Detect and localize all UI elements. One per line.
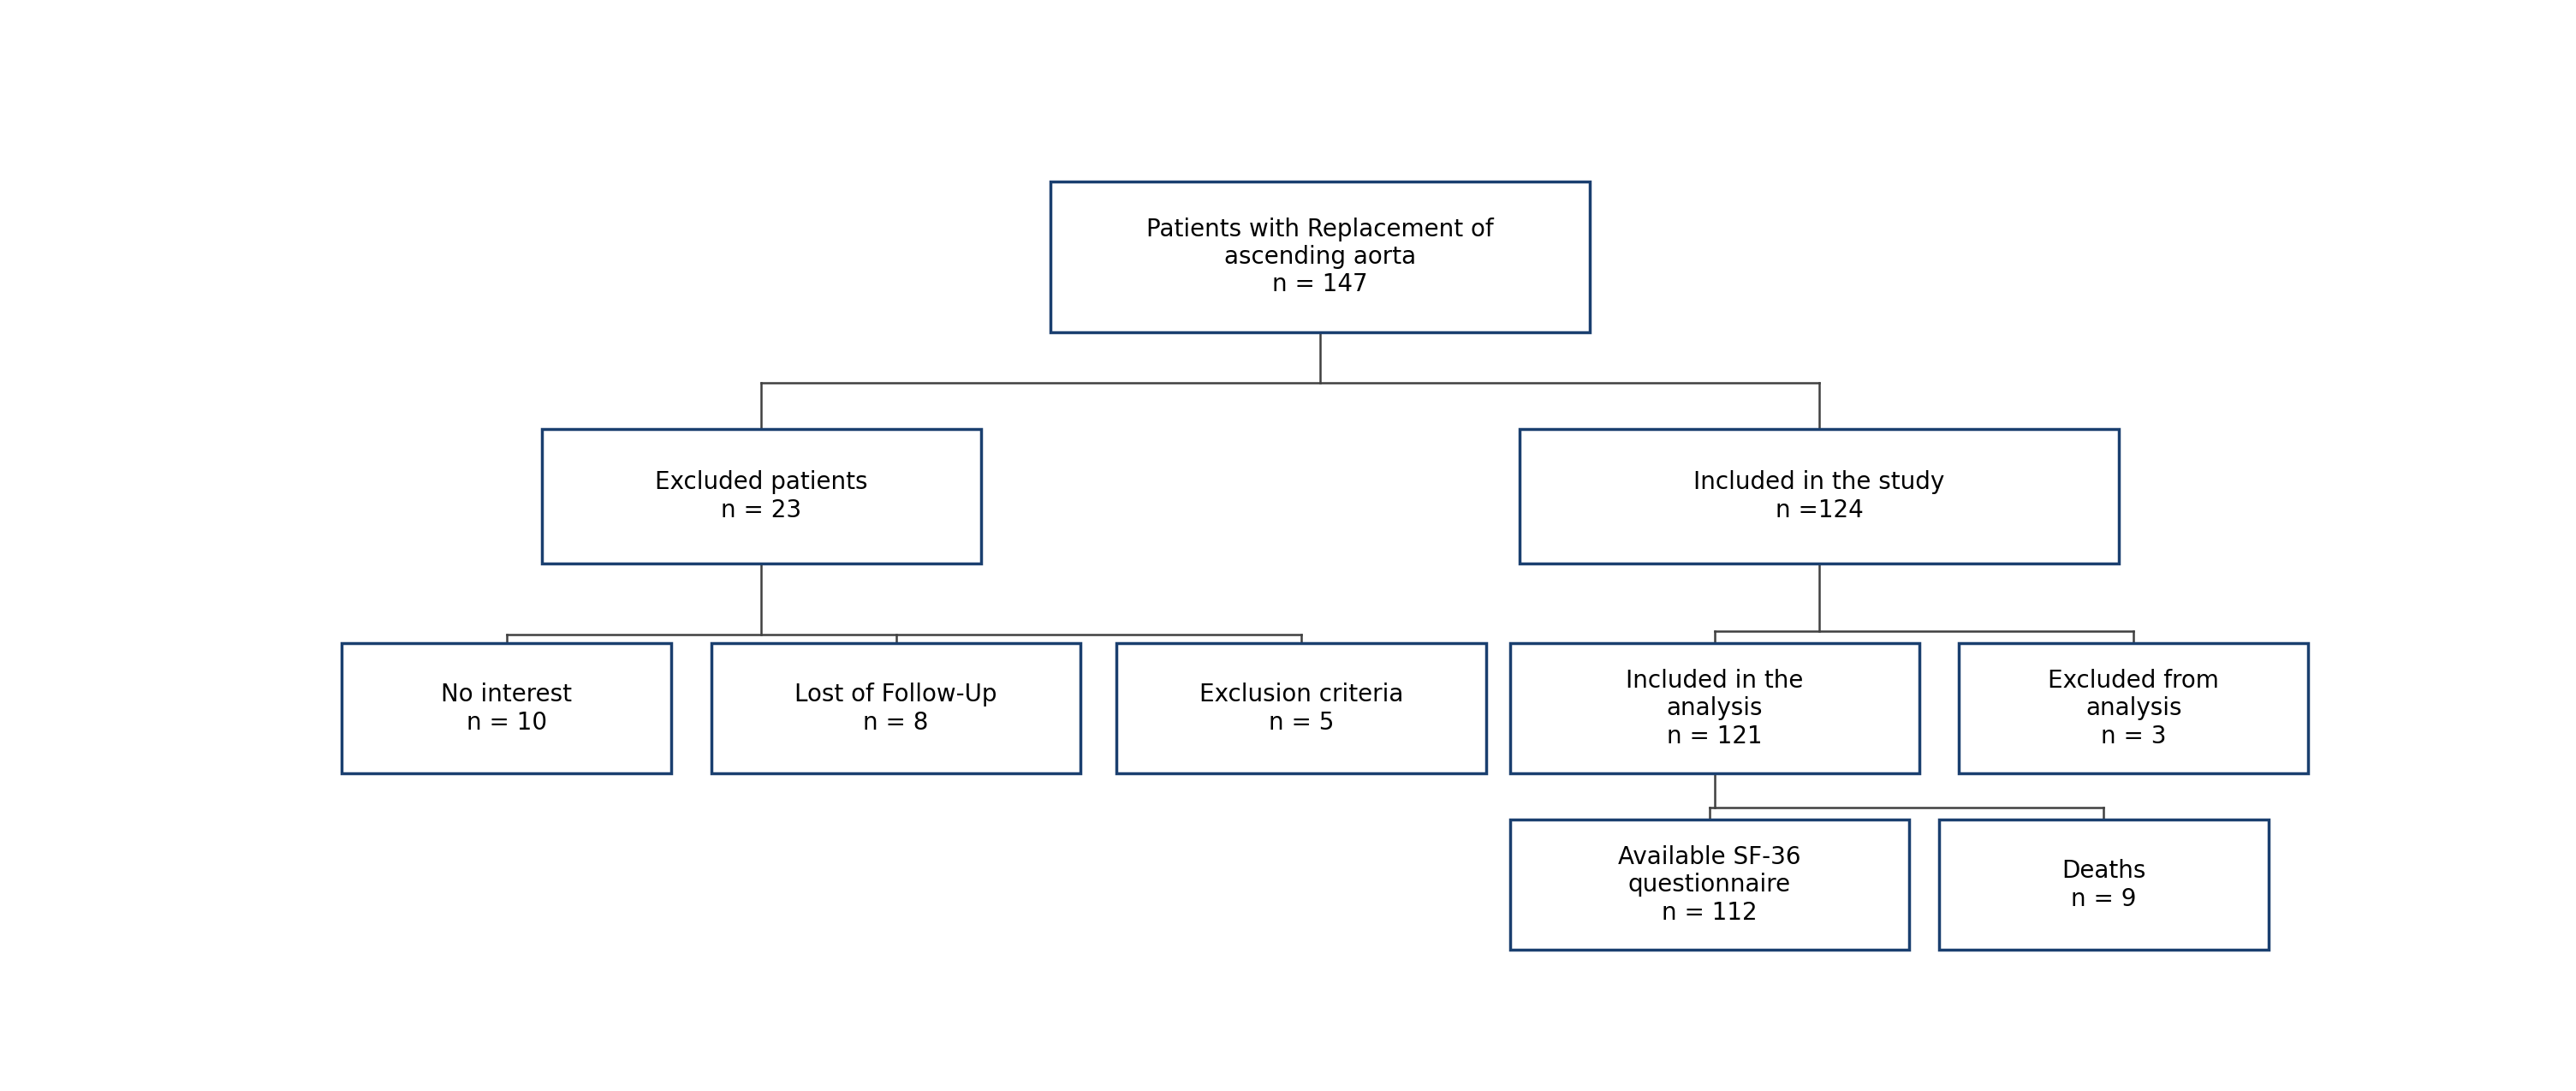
Text: Included in the study
n =124: Included in the study n =124 [1695,470,1945,523]
Text: Excluded from
analysis
n = 3: Excluded from analysis n = 3 [2048,669,2221,748]
FancyBboxPatch shape [711,644,1079,774]
FancyBboxPatch shape [1510,644,1919,774]
FancyBboxPatch shape [541,429,981,564]
Text: Included in the
analysis
n = 121: Included in the analysis n = 121 [1625,669,1803,748]
Text: No interest
n = 10: No interest n = 10 [440,683,572,734]
FancyBboxPatch shape [1051,181,1589,333]
FancyBboxPatch shape [1958,644,2308,774]
Text: Lost of Follow-Up
n = 8: Lost of Follow-Up n = 8 [796,683,997,734]
Text: Deaths
n = 9: Deaths n = 9 [2061,859,2146,911]
Text: Exclusion criteria
n = 5: Exclusion criteria n = 5 [1200,683,1404,734]
FancyBboxPatch shape [343,644,672,774]
Text: Patients with Replacement of
ascending aorta
n = 147: Patients with Replacement of ascending a… [1146,217,1494,297]
Text: Excluded patients
n = 23: Excluded patients n = 23 [654,470,868,523]
FancyBboxPatch shape [1510,819,1909,950]
FancyBboxPatch shape [1520,429,2117,564]
Text: Available SF-36
questionnaire
n = 112: Available SF-36 questionnaire n = 112 [1618,846,1801,924]
FancyBboxPatch shape [1115,644,1486,774]
FancyBboxPatch shape [1940,819,2269,950]
